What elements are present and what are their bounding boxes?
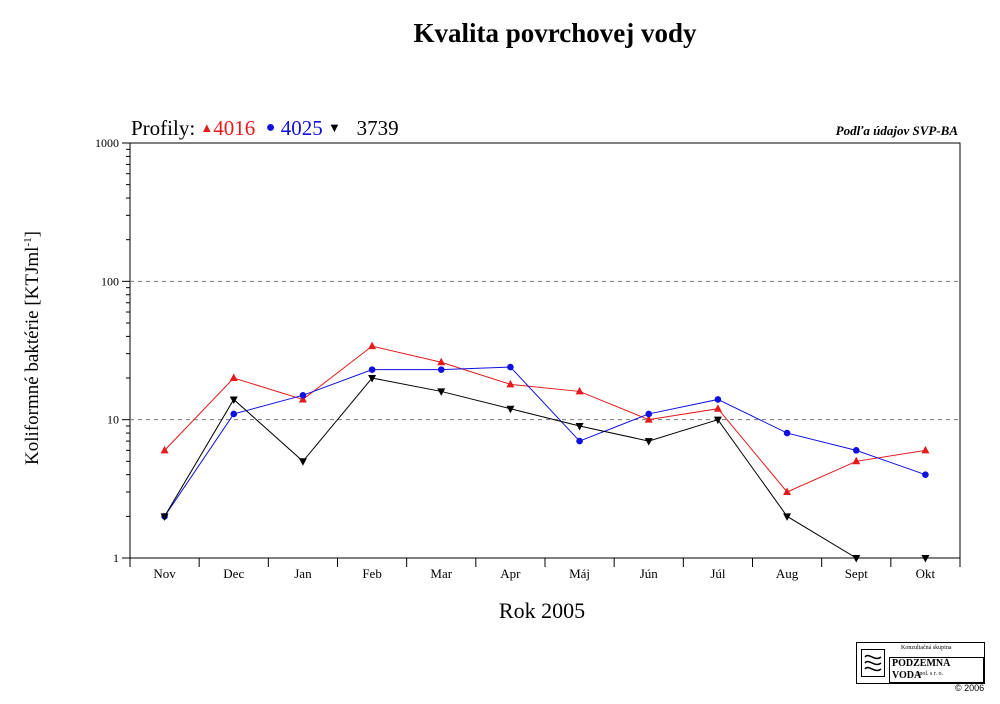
data-point-3739 bbox=[713, 416, 722, 425]
copyright: © 2006 bbox=[955, 683, 985, 693]
data-point-4016 bbox=[160, 445, 169, 454]
data-point-4016 bbox=[506, 379, 515, 388]
data-point-4025 bbox=[922, 471, 929, 479]
data-point-4025 bbox=[576, 437, 583, 445]
series-line-4016 bbox=[164, 345, 926, 493]
data-point-4025 bbox=[714, 396, 722, 403]
x-tick-label: Júl bbox=[710, 566, 726, 581]
data-point-3739 bbox=[852, 555, 861, 563]
y-tick-label: 1000 bbox=[95, 136, 119, 150]
logo-sub-text: spol. s r. o. bbox=[917, 671, 944, 677]
x-tick-label: Okt bbox=[916, 566, 936, 581]
legend: Profily: ▲4016 ● 4025 ▼ 3739 bbox=[131, 116, 399, 141]
data-point-4025 bbox=[299, 392, 307, 399]
company-logo: Konzultačná skupina PODZEMNÁ VODA spol. … bbox=[856, 642, 985, 684]
legend-series-2: 4025 bbox=[280, 116, 323, 140]
legend-series-1: 4016 bbox=[213, 116, 256, 140]
data-point-4025 bbox=[645, 410, 653, 418]
x-tick-label: Apr bbox=[500, 566, 521, 581]
series-line-3739 bbox=[164, 377, 926, 559]
y-tick-label: 10 bbox=[107, 413, 119, 427]
data-point-4025 bbox=[852, 447, 860, 454]
legend-prefix: Profily: bbox=[131, 116, 196, 140]
data-point-4016 bbox=[298, 394, 307, 403]
data-point-4016 bbox=[852, 456, 861, 465]
x-tick-label: Jún bbox=[640, 566, 659, 581]
data-point-4016 bbox=[713, 404, 722, 412]
data-point-4025 bbox=[230, 410, 238, 418]
data-point-3739 bbox=[783, 513, 792, 521]
data-point-4025 bbox=[783, 429, 791, 437]
x-tick-label: Dec bbox=[223, 566, 244, 581]
x-tick-label: Feb bbox=[362, 566, 382, 581]
data-point-4016 bbox=[437, 357, 446, 366]
logo-name: PODZEMNÁ VODA bbox=[889, 657, 984, 683]
data-point-4016 bbox=[921, 445, 930, 454]
plot-frame bbox=[129, 142, 961, 559]
data-point-3739 bbox=[644, 438, 653, 446]
x-axis-label: Rok 2005 bbox=[498, 598, 586, 623]
data-point-4016 bbox=[783, 487, 792, 495]
x-tick-label: Máj bbox=[569, 566, 590, 581]
data-point-3739 bbox=[368, 375, 377, 383]
data-point-3739 bbox=[298, 458, 307, 466]
y-tick-label: 1 bbox=[113, 551, 119, 565]
logo-top-text: Konzultačná skupina bbox=[901, 645, 952, 651]
data-point-3739 bbox=[160, 513, 169, 521]
y-axis-label: Koliformné baktérie [KTJml-1] bbox=[21, 231, 44, 465]
series-line-4025 bbox=[164, 366, 926, 517]
data-point-3739 bbox=[921, 555, 930, 563]
x-tick-label: Jan bbox=[294, 566, 312, 581]
legend-series-3: 3739 bbox=[356, 116, 399, 140]
chart-title: Kvalita povrchovej vody bbox=[413, 18, 697, 48]
y-tick-label: 100 bbox=[101, 274, 119, 288]
data-point-3739 bbox=[229, 396, 238, 404]
data-point-3739 bbox=[437, 388, 446, 396]
source-note: Podľa údajov SVP-BA bbox=[835, 123, 958, 138]
data-point-4025 bbox=[437, 366, 445, 373]
legend-circle-icon: ● bbox=[265, 119, 276, 136]
x-tick-label: Nov bbox=[153, 566, 176, 581]
legend-triangle-up-icon: ▲ bbox=[200, 120, 214, 135]
data-point-4016 bbox=[575, 386, 584, 395]
data-point-4025 bbox=[368, 366, 376, 373]
data-point-3739 bbox=[575, 422, 584, 431]
wave-logo-icon bbox=[861, 649, 885, 677]
data-point-4025 bbox=[507, 363, 514, 371]
x-tick-label: Sept bbox=[845, 566, 869, 581]
data-point-3739 bbox=[506, 405, 515, 414]
x-tick-label: Aug bbox=[776, 566, 799, 581]
legend-triangle-down-icon: ▼ bbox=[327, 120, 341, 135]
data-point-4016 bbox=[368, 341, 377, 350]
x-tick-label: Mar bbox=[430, 566, 452, 581]
data-point-4016 bbox=[229, 373, 238, 382]
data-point-4016 bbox=[644, 415, 653, 423]
